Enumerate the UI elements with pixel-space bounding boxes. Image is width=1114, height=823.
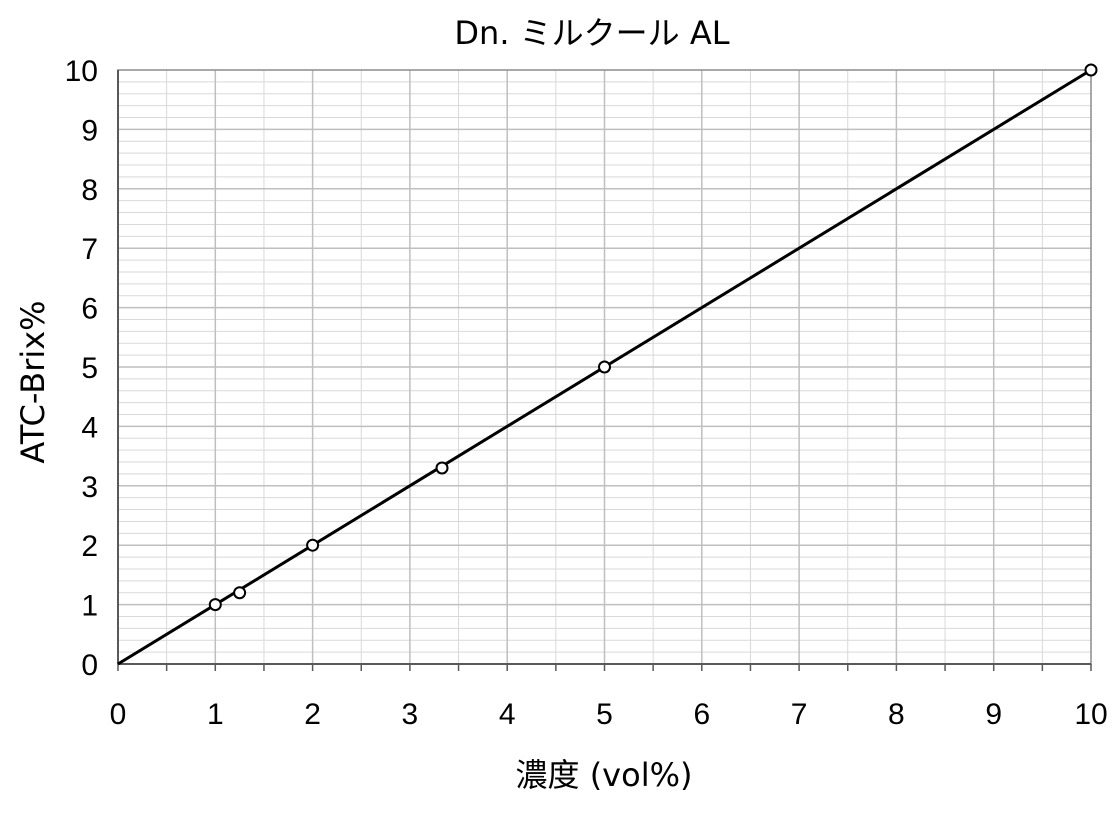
x-tick-label: 0 [110, 698, 127, 731]
data-point [435, 461, 449, 475]
axes [117, 69, 1092, 671]
x-tick-label: 4 [499, 698, 516, 731]
y-tick-label: 3 [81, 471, 98, 504]
y-axis-title: ATC-Brix% [14, 300, 52, 463]
x-tick-label: 1 [207, 698, 224, 731]
data-points [208, 63, 1098, 612]
data-point [1084, 63, 1098, 77]
x-tick-label: 3 [402, 698, 419, 731]
y-tick-labels: 0 1 2 3 4 5 6 7 8 9 10 [65, 55, 98, 682]
x-tick-label: 10 [1074, 698, 1107, 731]
x-tick-labels: 0 1 2 3 4 5 6 7 8 9 10 [110, 698, 1108, 731]
chart-title: Dn. ミルクール AL [454, 14, 729, 52]
y-tick-label: 7 [81, 233, 98, 266]
y-tick-label: 6 [81, 293, 98, 326]
y-tick-label: 10 [65, 55, 98, 88]
x-tick-label: 8 [888, 698, 905, 731]
data-point [598, 360, 611, 374]
y-tick-label: 1 [81, 590, 98, 623]
y-tick-label: 4 [81, 411, 98, 444]
x-axis-title: 濃度 (vol%) [516, 756, 693, 794]
x-tick-label: 5 [596, 698, 613, 731]
y-tick-label: 8 [81, 174, 98, 207]
data-point [208, 598, 222, 612]
y-tick-label: 2 [81, 530, 98, 563]
data-point [233, 586, 247, 600]
y-tick-label: 0 [81, 649, 98, 682]
y-tick-label: 9 [81, 114, 98, 147]
y-tick-label: 5 [81, 352, 98, 385]
x-tick-label: 7 [791, 698, 808, 731]
x-tick-label: 6 [693, 698, 710, 731]
x-tick-label: 2 [304, 698, 321, 731]
x-tick-label: 9 [985, 698, 1002, 731]
data-point [306, 538, 320, 552]
